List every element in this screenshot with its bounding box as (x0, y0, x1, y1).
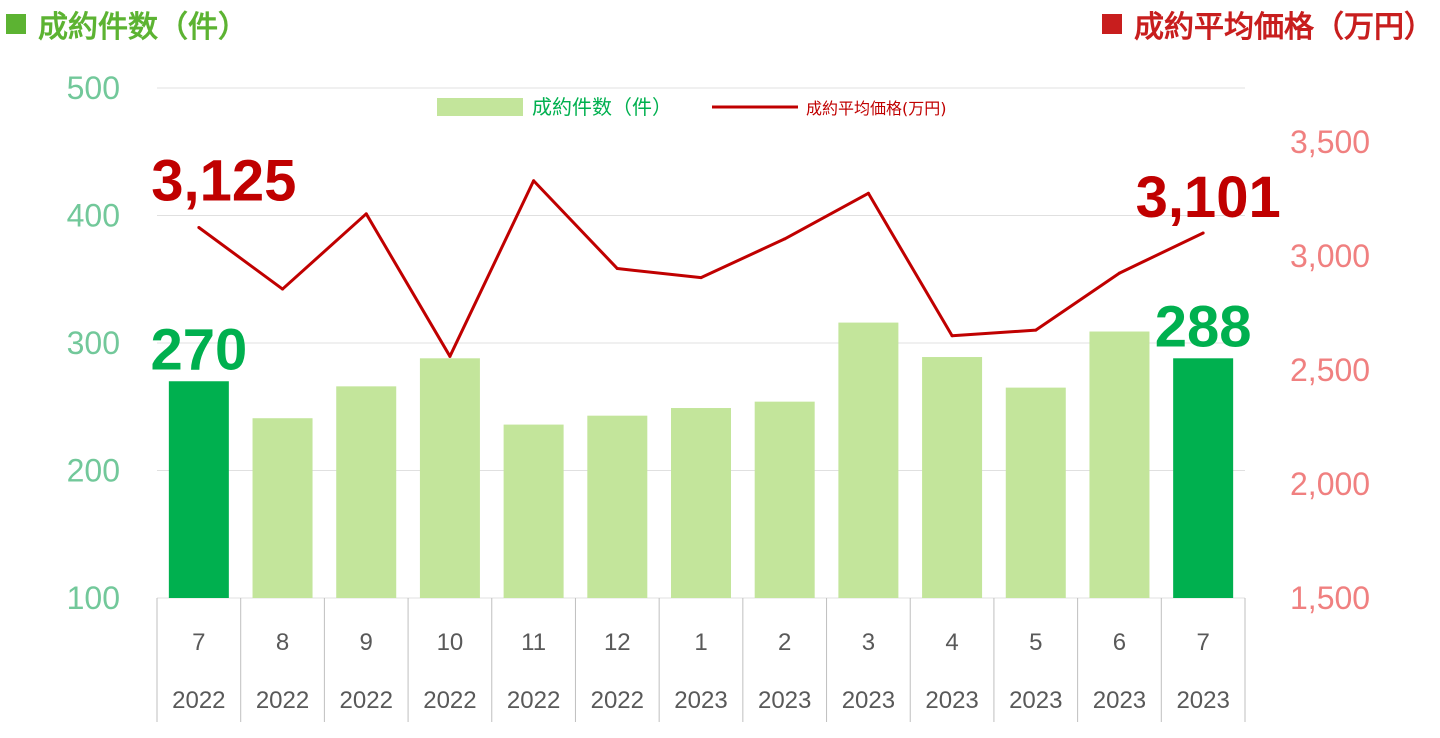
left-tick-label: 100 (67, 580, 120, 616)
bar (1173, 358, 1234, 598)
bar (1089, 331, 1150, 598)
price-point (364, 212, 368, 216)
bar (336, 386, 397, 598)
right-axis-title: 成約平均価格（万円） (1102, 2, 1434, 46)
price-point (1117, 271, 1121, 275)
price-point (866, 191, 870, 195)
year-label: 2022 (256, 687, 309, 714)
year-label: 2022 (172, 687, 225, 714)
count-data-label: 270 (150, 317, 247, 382)
left-tick-label: 200 (67, 453, 120, 489)
legend-count-label: 成約件数（件） (532, 95, 672, 119)
year-label: 2022 (507, 687, 560, 714)
price-point (699, 276, 703, 280)
bar (838, 322, 899, 598)
year-label: 2023 (925, 687, 978, 714)
bar (503, 424, 564, 598)
bar (671, 408, 731, 598)
year-label: 2023 (1093, 687, 1146, 714)
left-tick-label: 300 (67, 325, 120, 361)
month-label: 6 (1113, 629, 1126, 656)
bar (419, 358, 480, 598)
bar (1005, 387, 1066, 598)
month-label: 8 (276, 629, 289, 656)
price-point (1201, 231, 1205, 235)
month-label: 2 (778, 629, 791, 656)
month-label: 12 (604, 629, 631, 656)
year-label: 2022 (423, 687, 476, 714)
price-point (783, 237, 787, 241)
year-label: 2023 (1176, 687, 1229, 714)
price-point (1034, 328, 1038, 332)
month-label: 3 (862, 629, 875, 656)
green-square-icon (6, 14, 26, 34)
month-label: 10 (437, 629, 464, 656)
month-label: 9 (360, 629, 373, 656)
red-square-icon (1102, 14, 1122, 34)
year-label: 2022 (591, 687, 644, 714)
price-point (197, 226, 201, 229)
price-line (197, 179, 1204, 358)
price-point (448, 354, 452, 358)
price-point (615, 267, 619, 271)
legend-price-label: 成約平均価格(万円) (806, 99, 947, 118)
year-label: 2023 (674, 687, 727, 714)
right-tick-label: 3,000 (1290, 238, 1370, 274)
price-data-label: 3,125 (151, 149, 296, 214)
bar (252, 418, 313, 598)
price-data-label: 3,101 (1136, 165, 1281, 230)
count-data-label: 288 (1155, 294, 1252, 359)
right-tick-label: 1,500 (1290, 580, 1370, 616)
price-point (532, 179, 536, 183)
bar (922, 357, 983, 598)
right-tick-label: 2,000 (1290, 466, 1370, 502)
right-tick-label: 3,500 (1290, 124, 1370, 160)
legend-bar-swatch (437, 98, 523, 116)
price-point (950, 334, 954, 338)
month-label: 11 (521, 629, 546, 656)
left-axis-title: 成約件数（件） (6, 2, 248, 46)
right-tick-label: 2,500 (1290, 352, 1370, 388)
year-label: 2023 (842, 687, 895, 714)
year-label: 2022 (340, 687, 393, 714)
month-label: 4 (945, 629, 958, 656)
year-label: 2023 (1009, 687, 1062, 714)
bar (754, 401, 815, 598)
bar (587, 415, 648, 598)
month-label: 7 (192, 629, 205, 656)
left-axis-title-text: 成約件数（件） (38, 10, 248, 45)
month-label: 5 (1029, 629, 1042, 656)
month-label: 1 (694, 629, 707, 656)
left-tick-label: 500 (67, 70, 120, 106)
left-tick-label: 400 (67, 198, 120, 234)
right-axis-title-text: 成約平均価格（万円） (1134, 10, 1434, 45)
bar (168, 381, 229, 598)
year-label: 2023 (758, 687, 811, 714)
month-label: 7 (1196, 629, 1209, 656)
price-point (281, 287, 285, 291)
